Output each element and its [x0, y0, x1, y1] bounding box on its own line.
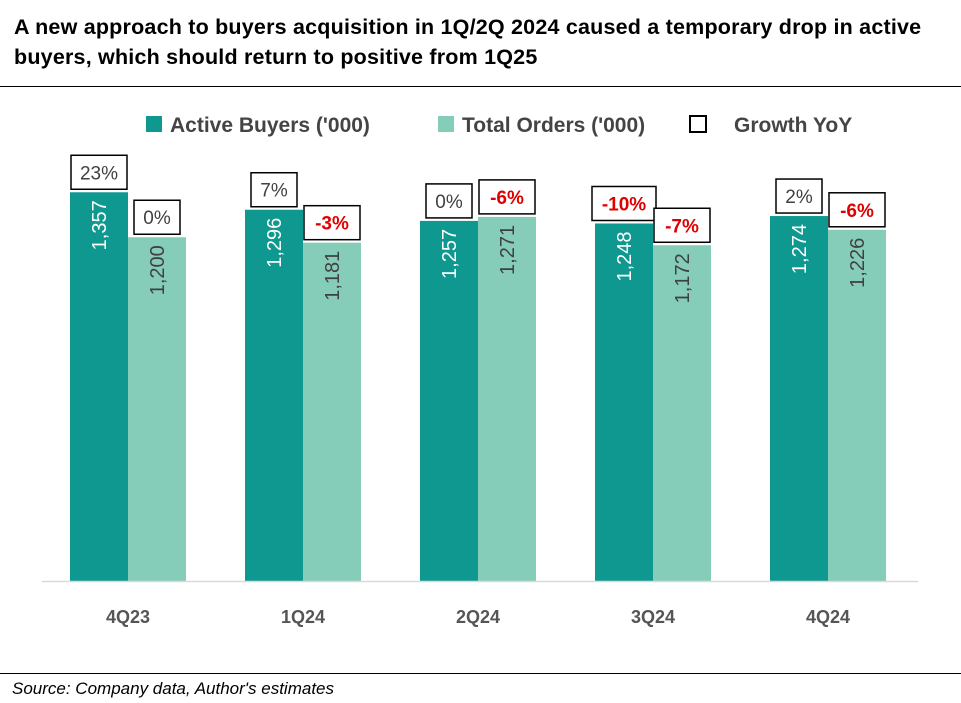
total-orders-growth-box-3Q24	[653, 207, 711, 244]
total-orders-growth-4Q23: 0%	[143, 208, 171, 229]
total-orders-value-4Q23: 1,200	[147, 245, 169, 295]
active-buyers-growth-box-4Q23	[70, 154, 128, 191]
active-buyers-value-3Q24: 1,248	[614, 231, 636, 281]
total-orders-value-2Q24: 1,271	[497, 225, 519, 275]
active-buyers-growth-2Q24: 0%	[435, 192, 463, 213]
legend-active-buyers-label: Active Buyers ('000)	[170, 114, 370, 137]
active-buyers-growth-3Q24: -10%	[602, 194, 646, 215]
active-buyers-value-1Q24: 1,296	[264, 218, 286, 268]
total-orders-bar-2Q24	[478, 216, 536, 582]
total-orders-growth-box-4Q23	[133, 199, 181, 235]
legend-active-buyers-swatch	[146, 116, 162, 132]
total-orders-value-3Q24: 1,172	[672, 253, 694, 303]
legend-growth-yoy-swatch	[689, 115, 707, 133]
active-buyers-bar-4Q23	[70, 192, 128, 581]
active-buyers-value-4Q23: 1,357	[89, 200, 111, 250]
chart-title: A new approach to buyers acquisition in …	[14, 15, 922, 69]
total-orders-value-1Q24: 1,181	[322, 251, 344, 301]
category-label-1Q24: 1Q24	[281, 607, 325, 627]
legend-total-orders-label: Total Orders ('000)	[462, 114, 645, 137]
total-orders-growth-box-2Q24	[478, 179, 536, 215]
legend-growth-yoy-label: Growth YoY	[734, 114, 852, 137]
category-label-2Q24: 2Q24	[456, 607, 500, 627]
bottom-divider	[0, 673, 961, 674]
active-buyers-growth-1Q24: 7%	[260, 181, 288, 202]
active-buyers-value-2Q24: 1,257	[439, 229, 461, 279]
total-orders-bar-4Q23	[128, 237, 186, 581]
active-buyers-growth-box-2Q24	[425, 183, 473, 219]
x-axis: 4Q23 1Q24 2Q24 3Q24 4Q24	[42, 580, 918, 627]
chart-legend: Active Buyers ('000) Total Orders ('000) G…	[146, 114, 852, 137]
source-note: Source: Company data, Author's estimates	[12, 679, 334, 698]
active-buyers-bar-3Q24	[595, 223, 653, 581]
active-buyers-growth-box-3Q24	[591, 185, 657, 222]
total-orders-growth-3Q24: -7%	[665, 216, 699, 237]
bar-chart: Active Buyers ('000) Total Orders ('000) G…	[42, 114, 918, 627]
total-orders-value-4Q24: 1,226	[847, 238, 869, 288]
active-buyers-growth-4Q24: 2%	[785, 187, 813, 208]
bar-series: 1,357 23% 1,200 0% 1,296 7% 1,181 -3% 1,257 0% 1,2…	[70, 154, 886, 582]
active-buyers-growth-box-4Q24	[775, 178, 823, 214]
category-label-3Q24: 3Q24	[631, 607, 675, 627]
total-orders-bar-4Q24	[828, 229, 886, 581]
total-orders-growth-1Q24: -3%	[315, 214, 349, 235]
total-orders-growth-box-4Q24	[828, 192, 886, 228]
active-buyers-growth-box-1Q24	[250, 171, 298, 208]
active-buyers-bar-4Q24	[770, 216, 828, 581]
category-label-4Q24: 4Q24	[806, 607, 850, 627]
total-orders-bar-3Q24	[653, 245, 711, 581]
total-orders-growth-box-1Q24	[303, 204, 361, 241]
active-buyers-value-4Q24: 1,274	[789, 224, 811, 274]
category-label-4Q23: 4Q23	[106, 607, 150, 627]
active-buyers-bar-2Q24	[420, 220, 478, 581]
active-buyers-growth-4Q23: 23%	[80, 163, 118, 184]
total-orders-growth-4Q24: -6%	[840, 201, 874, 222]
total-orders-bar-1Q24	[303, 242, 361, 581]
active-buyers-bar-1Q24	[245, 209, 303, 581]
total-orders-growth-2Q24: -6%	[490, 188, 524, 209]
legend-total-orders-swatch	[438, 116, 454, 132]
top-divider	[0, 86, 961, 87]
